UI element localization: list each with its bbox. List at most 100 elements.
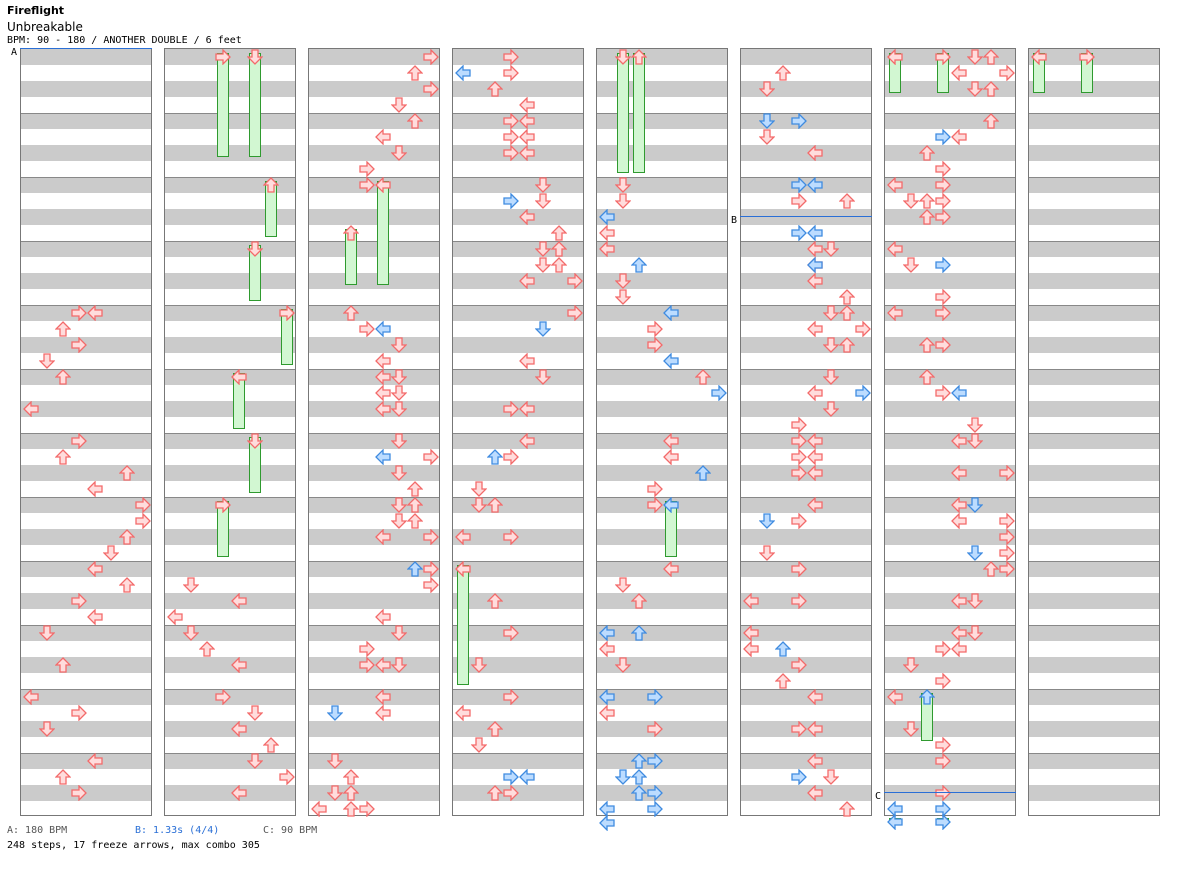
measure-line — [1029, 561, 1159, 562]
step-arrow — [903, 257, 919, 273]
measure-line — [597, 177, 727, 178]
bpm-change-line — [740, 216, 872, 217]
measure-line — [165, 113, 295, 114]
measure-line — [165, 753, 295, 754]
step-arrow — [423, 81, 439, 97]
step-arrow — [967, 81, 983, 97]
beat-band — [453, 369, 583, 385]
beat-band — [453, 657, 583, 673]
step-arrow — [759, 545, 775, 561]
mine-arrow — [503, 193, 519, 209]
chart-column — [164, 48, 296, 816]
beat-band — [165, 305, 295, 321]
step-arrow — [983, 561, 999, 577]
beat-band — [21, 625, 151, 641]
beat-band — [453, 561, 583, 577]
step-arrow — [391, 625, 407, 641]
mine-arrow — [759, 113, 775, 129]
step-arrow — [23, 401, 39, 417]
step-arrow — [775, 673, 791, 689]
beat-band — [21, 145, 151, 161]
step-arrow — [135, 497, 151, 513]
chart-column — [884, 48, 1016, 830]
measure-line — [165, 433, 295, 434]
beat-band — [309, 785, 439, 801]
beat-band — [1029, 113, 1159, 129]
beat-band — [597, 305, 727, 321]
beat-band — [1029, 561, 1159, 577]
beat-band — [309, 593, 439, 609]
step-arrow — [935, 289, 951, 305]
beat-band — [597, 369, 727, 385]
beat-band — [597, 177, 727, 193]
step-arrow — [663, 561, 679, 577]
chart-column — [452, 48, 584, 816]
measure-line — [885, 753, 1015, 754]
step-arrow — [503, 449, 519, 465]
step-arrow — [39, 353, 55, 369]
step-arrow — [951, 641, 967, 657]
mine-arrow — [855, 385, 871, 401]
beat-band — [21, 369, 151, 385]
step-arrow — [503, 625, 519, 641]
beat-band — [885, 433, 1015, 449]
step-arrow — [55, 321, 71, 337]
measure-line — [741, 433, 871, 434]
beat-band — [453, 337, 583, 353]
measure-line — [453, 369, 583, 370]
step-arrow — [935, 161, 951, 177]
beat-band — [885, 497, 1015, 513]
step-arrow — [183, 577, 199, 593]
step-arrow — [999, 513, 1015, 529]
step-arrow — [791, 513, 807, 529]
measure-line — [21, 241, 151, 242]
mine-arrow — [375, 321, 391, 337]
beat-band — [165, 145, 295, 161]
step-arrow — [807, 241, 823, 257]
step-arrow — [615, 657, 631, 673]
beat-band — [885, 465, 1015, 481]
step-arrow — [807, 273, 823, 289]
bpm-change-line — [20, 48, 152, 49]
step-arrow — [263, 737, 279, 753]
step-arrow — [471, 497, 487, 513]
step-arrow — [839, 337, 855, 353]
step-arrow — [423, 561, 439, 577]
beat-band — [597, 593, 727, 609]
song-title: Fireflight — [7, 4, 65, 17]
step-arrow — [791, 465, 807, 481]
beat-band — [21, 49, 151, 65]
step-arrow — [951, 513, 967, 529]
beat-band — [21, 401, 151, 417]
step-arrow — [519, 401, 535, 417]
step-arrow — [631, 593, 647, 609]
measure-line — [453, 689, 583, 690]
beat-band — [1029, 81, 1159, 97]
step-arrow — [39, 721, 55, 737]
step-arrow — [55, 449, 71, 465]
step-arrow — [807, 321, 823, 337]
step-arrow — [375, 385, 391, 401]
measure-line — [453, 753, 583, 754]
step-arrow — [743, 593, 759, 609]
measure-line — [165, 497, 295, 498]
step-arrow — [503, 529, 519, 545]
mine-arrow — [791, 769, 807, 785]
beat-band — [309, 465, 439, 481]
beat-band — [741, 689, 871, 705]
step-arrow — [231, 369, 247, 385]
beat-band — [1029, 241, 1159, 257]
beat-band — [165, 561, 295, 577]
measure-line — [453, 497, 583, 498]
step-arrow — [903, 193, 919, 209]
step-arrow — [951, 497, 967, 513]
step-arrow — [807, 449, 823, 465]
beat-band — [741, 241, 871, 257]
step-arrow — [103, 545, 119, 561]
step-arrow — [375, 353, 391, 369]
beat-band — [597, 657, 727, 673]
step-arrow — [935, 337, 951, 353]
step-arrow — [407, 497, 423, 513]
beat-band — [885, 369, 1015, 385]
beat-band — [741, 529, 871, 545]
